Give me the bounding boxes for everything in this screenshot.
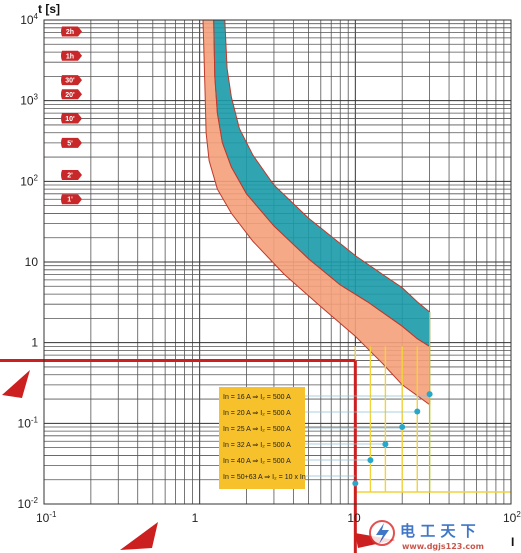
time-tag-shape (61, 169, 82, 180)
time-tag-label: 20' (65, 92, 75, 99)
time-tag-label: 2' (67, 172, 73, 179)
legend-point (426, 391, 433, 398)
time-reference-labels: 2h 1h 30' 20' 10' 5' 2' 1' (61, 26, 82, 205)
legend-point (414, 408, 421, 415)
y-tick-label: 10-2 (18, 496, 39, 511)
y-tick-base: 10 (20, 174, 34, 188)
x-tick-label: 102 (503, 510, 521, 525)
y-tick-label: 10 (25, 255, 39, 269)
legend-box (219, 387, 305, 489)
x-tick-label: 10-1 (36, 510, 57, 525)
y-tick-base: 10 (20, 13, 34, 27)
time-tag-label: 2h (66, 29, 74, 36)
arrow-left-marker (2, 370, 30, 398)
legend-entry: In = 16 A ⇒ I₂ = 500 A (223, 394, 291, 401)
time-tag-label: 1h (66, 53, 74, 60)
watermark-lightning-icon (376, 523, 389, 544)
y-tick-base: 1 (31, 336, 38, 350)
time-tag-shape (61, 194, 82, 205)
y-tick-label: 102 (20, 173, 38, 188)
x-tick-base: 10 (347, 511, 361, 525)
time-tag-shape (61, 89, 82, 100)
chart-legend: In = 16 A ⇒ I₂ = 500 A In = 20 A ⇒ I₂ = 5… (219, 387, 430, 489)
legend-point (382, 441, 389, 448)
y-tick-base: 10 (20, 94, 34, 108)
y-tick-label: 10-1 (18, 415, 39, 430)
x-tick-exp: 2 (516, 510, 521, 519)
legend-entry: In = 32 A ⇒ I₂ = 500 A (223, 442, 291, 449)
y-tick-exp: 2 (34, 173, 39, 182)
legend-point (367, 457, 374, 464)
legend-point (352, 480, 359, 487)
y-axis-title: t [s] (38, 2, 60, 16)
y-tick-label: 104 (20, 12, 38, 27)
x-tick-base: 10 (36, 511, 50, 525)
red-cursor-lines (0, 359, 357, 553)
y-tick-exp: -2 (31, 496, 39, 505)
y-tick-base: 10 (18, 497, 32, 511)
x-tick-base: 1 (192, 511, 199, 525)
x-tick-exp: -1 (49, 510, 57, 519)
legend-point (399, 424, 406, 431)
time-tag-label: 1' (67, 197, 73, 204)
tripping-band-area (202, 19, 431, 406)
time-tag-shape (61, 113, 82, 124)
time-tag-label: 30' (65, 78, 75, 85)
y-tick-exp: -1 (31, 415, 39, 424)
x-tick-base: 10 (503, 511, 517, 525)
y-tick-exp: 4 (34, 12, 39, 21)
time-tag-shape (61, 137, 82, 148)
y-tick-base: 10 (18, 416, 32, 430)
red-arrow-markers (2, 370, 395, 550)
watermark-url-text: www.dgjs123.com (402, 542, 484, 551)
watermark-main-text: 电 工 天 下 (400, 522, 476, 540)
y-tick-base: 10 (25, 255, 39, 269)
x-axis-title: I (511, 535, 514, 549)
legend-entry: In = 40 A ⇒ I₂ = 500 A (223, 458, 291, 465)
time-tag-shape (61, 75, 82, 86)
legend-entry: In = 25 A ⇒ I₂ = 500 A (223, 426, 291, 433)
y-tick-label: 1 (31, 336, 38, 350)
time-tag-shape (61, 26, 82, 37)
y-tick-label: 103 (20, 93, 38, 108)
x-tick-label: 10 (347, 511, 361, 525)
legend-points (352, 391, 433, 487)
plot-frame (43, 19, 512, 505)
watermark: 电 工 天 下 www.dgjs123.com (369, 520, 484, 551)
y-tick-exp: 3 (34, 93, 39, 102)
legend-entry: In = 50+63 A ⇒ I₂ = 10 x In (223, 474, 306, 481)
x-tick-label: 1 (192, 511, 199, 525)
time-tag-shape (61, 50, 82, 61)
legend-entry: In = 20 A ⇒ I₂ = 500 A (223, 410, 291, 417)
arrow-bottom-marker (120, 522, 158, 550)
tripping-bands (202, 19, 431, 406)
time-tag-label: 10' (65, 116, 75, 123)
time-tag-label: 5' (67, 140, 73, 147)
